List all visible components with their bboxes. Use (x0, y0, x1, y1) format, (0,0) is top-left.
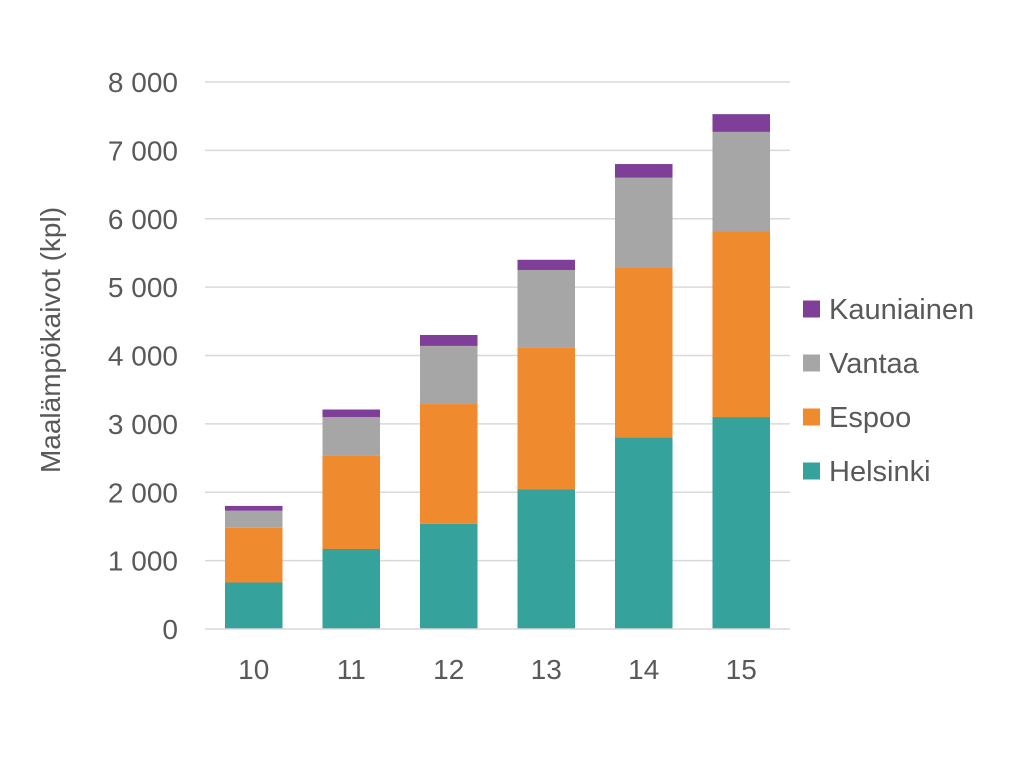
x-tick-label: 15 (726, 654, 757, 685)
y-tick-label: 6 000 (108, 204, 178, 235)
legend-swatch (803, 408, 820, 426)
legend-label: Vantaa (829, 348, 920, 380)
bar-espoo-11 (322, 455, 381, 550)
bar-kauniainen-13 (517, 259, 576, 271)
bar-kauniainen-12 (419, 334, 478, 346)
y-axis-title: Maalämpökaivot (kpl) (35, 207, 66, 473)
bar-espoo-10 (224, 527, 283, 583)
legend-item-espoo: Espoo (803, 402, 911, 434)
legend-label: Helsinki (829, 456, 931, 488)
bar-helsinki-10 (224, 582, 283, 629)
bar-kauniainen-14 (614, 164, 673, 178)
bar-kauniainen-11 (322, 409, 381, 418)
bar-vantaa-10 (224, 510, 283, 528)
y-tick-label: 8 000 (108, 67, 178, 98)
y-tick-label: 3 000 (108, 409, 178, 440)
x-tick-label: 14 (628, 654, 659, 685)
bar-vantaa-14 (614, 177, 673, 268)
y-tick-label: 7 000 (108, 135, 178, 166)
bar-vantaa-11 (322, 417, 381, 456)
x-tick-label: 10 (238, 654, 269, 685)
bar-helsinki-11 (322, 549, 381, 629)
legend-label: Espoo (829, 402, 911, 434)
legend: Kauniainen Vantaa Espoo Helsinki (803, 294, 974, 488)
y-tick-label: 4 000 (108, 341, 178, 372)
bar-kauniainen-10 (224, 505, 283, 511)
bars (224, 114, 771, 629)
bar-helsinki-15 (712, 417, 771, 629)
y-tick-label: 5 000 (108, 272, 178, 303)
bar-helsinki-12 (419, 523, 478, 629)
bar-vantaa-13 (517, 270, 576, 348)
x-axis-ticks: 10 11 12 13 14 15 (238, 654, 757, 685)
x-tick-label: 11 (337, 654, 366, 685)
y-tick-label: 1 000 (108, 546, 178, 577)
legend-item-kauniainen: Kauniainen (803, 294, 974, 326)
legend-swatch (803, 354, 820, 372)
legend-swatch (803, 300, 820, 318)
bar-vantaa-12 (419, 345, 478, 405)
legend-item-vantaa: Vantaa (803, 348, 920, 380)
y-tick-label: 2 000 (108, 477, 178, 508)
y-axis-ticks: 0 1 000 2 000 3 000 4 000 5 000 6 000 7 000 8 00… (108, 67, 178, 645)
bar-espoo-15 (712, 231, 771, 418)
bar-vantaa-15 (712, 131, 771, 232)
gridlines (205, 81, 790, 562)
x-tick-label: 13 (531, 654, 562, 685)
bar-espoo-13 (517, 347, 576, 490)
y-tick-label: 0 (162, 614, 178, 645)
bar-espoo-14 (614, 267, 673, 438)
bar-helsinki-13 (517, 489, 576, 629)
legend-label: Kauniainen (829, 294, 974, 326)
bar-helsinki-14 (614, 437, 673, 629)
legend-item-helsinki: Helsinki (803, 456, 931, 488)
legend-swatch (803, 462, 820, 480)
bar-espoo-12 (419, 404, 478, 524)
x-tick-label: 12 (433, 654, 464, 685)
bar-kauniainen-15 (712, 114, 771, 132)
